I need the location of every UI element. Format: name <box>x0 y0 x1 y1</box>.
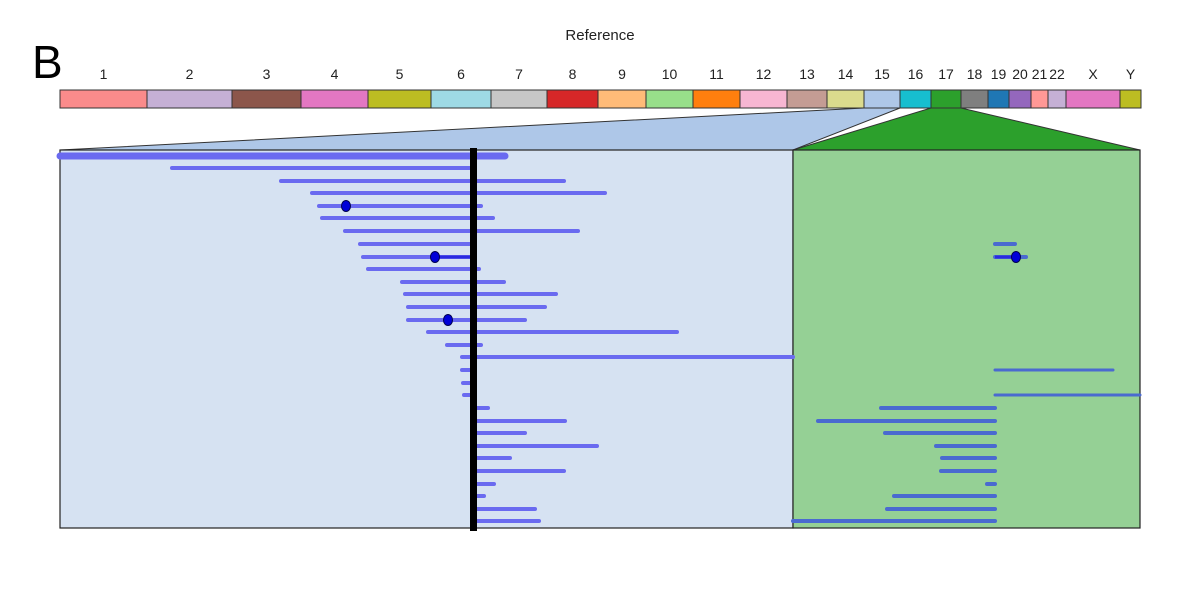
chrom-label-10: 10 <box>662 66 678 82</box>
chrom-label-19: 19 <box>991 66 1007 82</box>
zoom-panel-chr17 <box>792 149 1141 529</box>
chrom-label-1: 1 <box>100 66 108 82</box>
chrom-band-18 <box>960 89 989 109</box>
chromosome-labels: 1 2 3 4 5 6 7 8 9 10 11 12 13 14 15 16 17 18 19 20 21 22 X Y <box>100 66 1136 82</box>
breakpoint-marker <box>470 148 477 531</box>
read-point-marker <box>430 251 440 263</box>
chrom-label-8: 8 <box>569 66 577 82</box>
chrom-label-12: 12 <box>756 66 772 82</box>
chrom-label-11: 11 <box>709 66 724 82</box>
chrom-label-13: 13 <box>799 66 815 82</box>
chrom-band-15 <box>863 89 901 109</box>
chrom-label-x: X <box>1088 66 1098 82</box>
chrom-band-7 <box>490 89 548 109</box>
chrom-band-19 <box>987 89 1010 109</box>
chrom-label-2: 2 <box>186 66 194 82</box>
read-point-marker <box>443 314 453 326</box>
read-point-marker <box>1011 251 1021 263</box>
panel-letter: B <box>32 36 63 88</box>
chrom-band-y <box>1119 89 1142 109</box>
chrom-band-22 <box>1047 89 1067 109</box>
chrom-label-17: 17 <box>938 66 954 82</box>
chrom-band-8 <box>546 89 599 109</box>
read-point-marker <box>341 200 351 212</box>
chrom-label-18: 18 <box>967 66 983 82</box>
chrom-band-21 <box>1030 89 1049 109</box>
chrom-band-6 <box>430 89 492 109</box>
zoom-panel-chr15 <box>59 149 794 529</box>
chrom-label-5: 5 <box>396 66 404 82</box>
chrom-band-17 <box>930 89 962 109</box>
zoom-connector-chr15 <box>59 107 901 151</box>
zoom-panels <box>59 107 1141 529</box>
chrom-band-2 <box>146 89 233 109</box>
chrom-band-16 <box>899 89 932 109</box>
chrom-band-11 <box>692 89 741 109</box>
chromosome-ideogram <box>59 89 1142 109</box>
chrom-band-12 <box>739 89 788 109</box>
chrom-label-7: 7 <box>515 66 523 82</box>
chrom-band-13 <box>786 89 828 109</box>
chrom-band-20 <box>1008 89 1032 109</box>
chrom-label-15: 15 <box>874 66 890 82</box>
read-alignments <box>56 152 1142 523</box>
read-markers <box>341 200 1021 326</box>
chrom-label-16: 16 <box>908 66 924 82</box>
chrom-band-10 <box>645 89 694 109</box>
chrom-band-x <box>1065 89 1121 109</box>
chrom-band-14 <box>826 89 865 109</box>
chrom-label-21: 21 <box>1032 66 1048 82</box>
chrom-label-9: 9 <box>618 66 626 82</box>
chrom-label-y: Y <box>1126 66 1136 82</box>
chrom-label-3: 3 <box>263 66 271 82</box>
chrom-band-9 <box>597 89 647 109</box>
chrom-band-4 <box>300 89 369 109</box>
chrom-band-1 <box>59 89 148 109</box>
chrom-band-3 <box>231 89 302 109</box>
chrom-label-14: 14 <box>838 66 854 82</box>
chrom-label-20: 20 <box>1012 66 1028 82</box>
chrom-band-5 <box>367 89 432 109</box>
chrom-label-6: 6 <box>457 66 465 82</box>
chrom-label-4: 4 <box>331 66 339 82</box>
chrom-label-22: 22 <box>1049 66 1065 82</box>
reference-title: Reference <box>565 27 634 44</box>
